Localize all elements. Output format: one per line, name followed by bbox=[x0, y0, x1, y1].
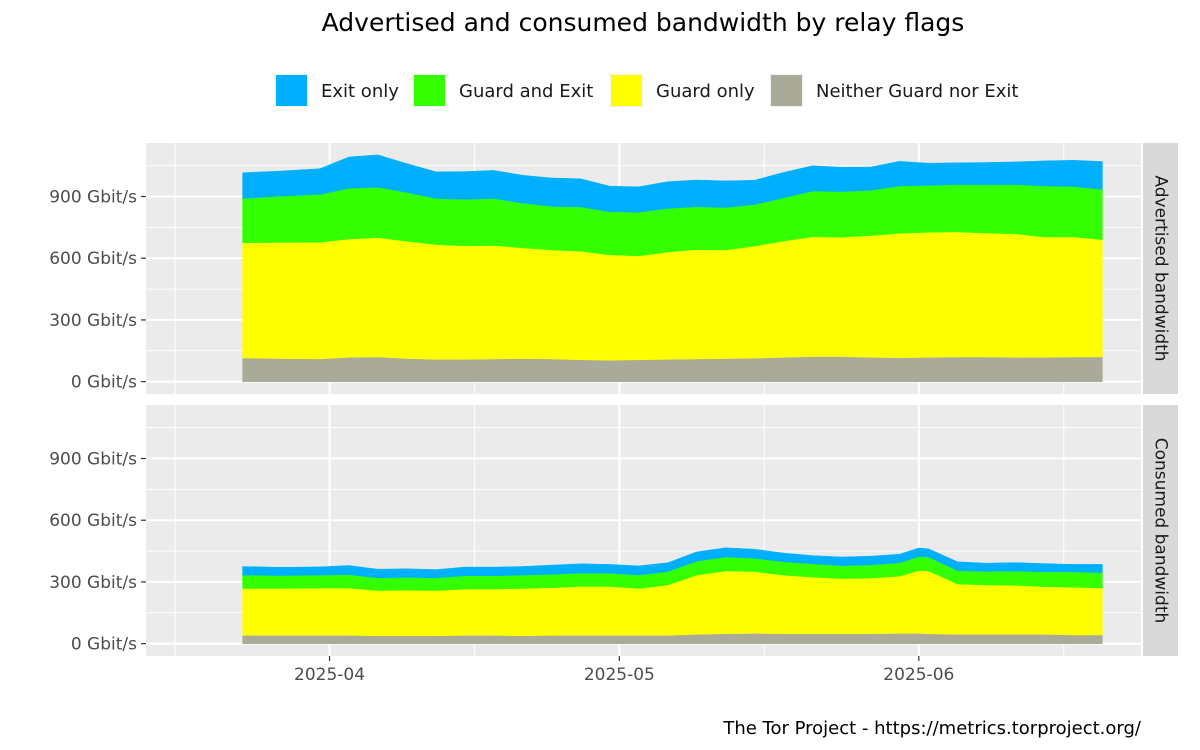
legend-label: Guard and Exit bbox=[459, 81, 593, 102]
y-tick-label: 600 Gbit/s bbox=[49, 511, 137, 531]
facet-strip-label: Advertised bandwidth bbox=[1151, 175, 1171, 361]
y-tick-label: 0 Gbit/s bbox=[71, 635, 137, 655]
legend-key bbox=[276, 75, 307, 106]
y-tick-label: 300 Gbit/s bbox=[49, 573, 137, 593]
facet-strip bbox=[1143, 405, 1178, 656]
legend-key bbox=[771, 75, 802, 106]
facet-strip-label: Consumed bandwidth bbox=[1151, 438, 1171, 624]
y-tick-label: 600 Gbit/s bbox=[49, 249, 137, 269]
x-axis: 2025-04 2025-05 2025-06 bbox=[294, 656, 954, 685]
legend-key bbox=[414, 75, 445, 106]
legend-label: Exit only bbox=[321, 81, 399, 102]
panels: 0 Gbit/s 300 Gbit/s 600 Gbit/s 900 Gbit/s Ad… bbox=[49, 143, 1178, 676]
legend-label: Neither Guard nor Exit bbox=[816, 81, 1018, 102]
panel-advertised: 0 Gbit/s 300 Gbit/s 600 Gbit/s 900 Gbit/s Ad… bbox=[49, 143, 1178, 414]
chart-title: Advertised and consumed bandwidth by rel… bbox=[322, 8, 965, 37]
x-tick-label: 2025-04 bbox=[294, 665, 365, 685]
legend-key bbox=[611, 75, 642, 106]
legend: Exit only Guard and Exit Guard only Neither… bbox=[275, 74, 1018, 107]
legend-label: Guard only bbox=[656, 81, 755, 102]
y-tick-label: 0 Gbit/s bbox=[71, 373, 137, 393]
y-tick-label: 900 Gbit/s bbox=[49, 187, 137, 207]
caption: The Tor Project - https://metrics.torpro… bbox=[722, 718, 1142, 739]
facet-strip bbox=[1143, 143, 1178, 394]
y-tick-label: 300 Gbit/s bbox=[49, 311, 137, 331]
y-tick-label: 900 Gbit/s bbox=[49, 449, 137, 469]
area-neither-guard-nor-exit bbox=[242, 356, 1103, 382]
area-exit-only bbox=[242, 154, 1103, 213]
x-tick-label: 2025-05 bbox=[584, 665, 655, 685]
panel-consumed: 0 Gbit/s 300 Gbit/s 600 Gbit/s 900 Gbit/s Co… bbox=[49, 405, 1178, 676]
area-exit-only bbox=[242, 547, 1103, 579]
x-tick-label: 2025-06 bbox=[883, 665, 954, 685]
